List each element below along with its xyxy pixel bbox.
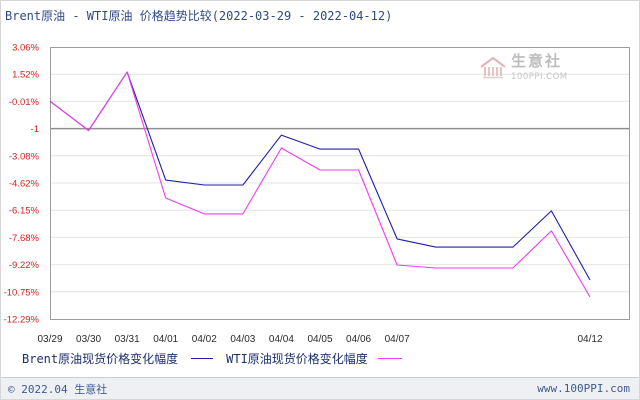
y-tick-label: -9.22% bbox=[9, 260, 40, 271]
legend-label-brent: Brent原油现货价格变化幅度 bbox=[22, 352, 179, 366]
wti-data-point bbox=[434, 266, 438, 270]
wti-data-point bbox=[357, 168, 361, 172]
x-tick-label: 04/12 bbox=[577, 334, 602, 345]
wti-data-point bbox=[395, 263, 399, 267]
wti-data-point bbox=[318, 168, 322, 172]
plot-area bbox=[50, 47, 630, 320]
watermark-brand: 生意社 bbox=[511, 52, 563, 70]
y-tick-label: 1.52% bbox=[12, 70, 39, 81]
x-tick-label: 04/03 bbox=[230, 334, 255, 345]
x-tick-label: 04/04 bbox=[269, 334, 294, 345]
brent-data-point bbox=[472, 245, 476, 249]
brent-data-point bbox=[318, 147, 322, 151]
brent-data-point bbox=[588, 278, 592, 282]
x-tick-label: 04/05 bbox=[307, 334, 332, 345]
wti-data-point bbox=[164, 196, 168, 200]
wti-data-point bbox=[511, 266, 515, 270]
y-tick-label: -1 bbox=[31, 124, 39, 135]
brent-data-point bbox=[241, 183, 245, 187]
brent-data-point bbox=[434, 245, 438, 249]
y-tick-label: -10.75% bbox=[4, 287, 40, 298]
wti-data-point bbox=[241, 212, 245, 216]
footer-bar: © 2022.04 生意社 www.100PPI.com bbox=[1, 377, 639, 399]
wti-data-point bbox=[472, 266, 476, 270]
y-tick-label: -3.08% bbox=[9, 151, 40, 162]
watermark-domain: 100PPI.COM bbox=[511, 72, 568, 82]
y-tick-label: -0.01% bbox=[9, 97, 40, 108]
chart-title: Brent原油 - WTI原油 价格趋势比较(2022-03-29 - 2022… bbox=[5, 9, 393, 23]
site-url: www.100PPI.com bbox=[537, 382, 630, 395]
y-tick-label: 3.06% bbox=[12, 43, 39, 54]
x-tick-label: 04/06 bbox=[346, 334, 371, 345]
x-tick-label: 03/30 bbox=[76, 334, 101, 345]
wti-data-point bbox=[202, 212, 206, 216]
brent-data-point bbox=[202, 183, 206, 187]
x-tick-label: 03/29 bbox=[37, 334, 62, 345]
wti-data-point bbox=[279, 146, 283, 150]
y-tick-label: -12.29% bbox=[4, 315, 40, 326]
legend-swatch-brent bbox=[191, 358, 214, 359]
brent-data-point bbox=[511, 245, 515, 249]
brent-series-line bbox=[49, 71, 591, 281]
wti-data-point bbox=[588, 295, 592, 299]
y-tick-label: -7.68% bbox=[9, 233, 40, 244]
x-tick-label: 03/31 bbox=[115, 334, 140, 345]
gridlines bbox=[50, 73, 630, 293]
x-tick-label: 04/07 bbox=[385, 334, 410, 345]
watermark-logo: 生意社 100PPI.COM bbox=[479, 54, 568, 82]
brent-data-point bbox=[549, 209, 553, 213]
wti-data-point bbox=[549, 229, 553, 233]
legend-swatch-wti bbox=[377, 358, 402, 359]
wti-data-point bbox=[48, 99, 52, 103]
house-icon bbox=[480, 56, 506, 79]
brent-data-point bbox=[164, 178, 168, 182]
x-tick-label: 04/02 bbox=[192, 334, 217, 345]
legend-label-wti: WTI原油现货价格变化幅度 bbox=[226, 352, 368, 366]
x-tick-label: 04/01 bbox=[153, 334, 178, 345]
brent-data-point bbox=[395, 237, 399, 241]
wti-series-line bbox=[49, 71, 591, 298]
brent-data-point bbox=[357, 147, 361, 151]
wti-data-point bbox=[87, 128, 91, 132]
brent-data-point bbox=[279, 133, 283, 137]
y-tick-label: -6.15% bbox=[9, 206, 40, 217]
y-tick-label: -4.62% bbox=[9, 179, 40, 190]
legend: Brent原油现货价格变化幅度 WTI原油现货价格变化幅度 bbox=[22, 350, 402, 367]
wti-data-point bbox=[125, 70, 129, 74]
copyright-text: © 2022.04 生意社 bbox=[8, 382, 108, 396]
